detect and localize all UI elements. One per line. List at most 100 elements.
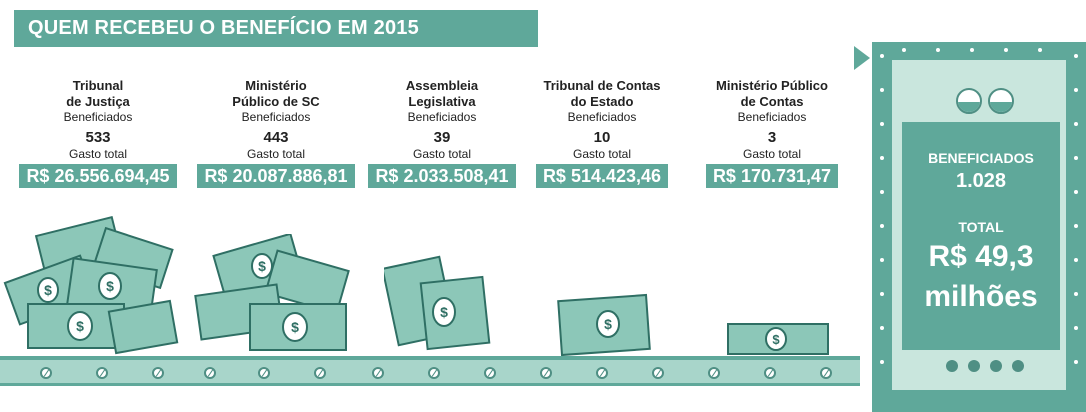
rivet [936,48,940,52]
screw-icon [40,367,52,379]
beneficiados-label: Beneficiados [737,110,807,124]
gasto-label: Gasto total [412,147,472,161]
rivet [880,54,884,58]
column-name: Ministério Público [716,78,828,93]
rivet [1038,48,1042,52]
gasto-value: R$ 26.556.694,45 [19,164,177,188]
totals-display: BENEFICIADOS 1.028 TOTAL R$ 49,3 milhões [902,122,1060,350]
rivet [1074,190,1078,194]
column-assembleia: Assembleia Legislativa Beneficiados 39 G… [362,78,522,188]
column-name: de Justiça [66,94,130,109]
totals-machine: BENEFICIADOS 1.028 TOTAL R$ 49,3 milhões [872,42,1086,412]
gasto-label: Gasto total [68,147,128,161]
dollar-glyph: $ [291,319,299,335]
gasto-label: Gasto total [572,147,632,161]
beneficiados-label: Beneficiados [407,110,477,124]
column-ministerio-publico: Ministério Público de SC Beneficiados 44… [192,78,360,188]
beneficiados-label: Beneficiados [241,110,311,124]
page-title: QUEM RECEBEU O BENEFÍCIO EM 2015 [14,10,538,47]
money-pile-small: $ [384,255,491,351]
column-name: de Contas [740,94,804,109]
rivet [880,292,884,296]
column-name: Ministério [245,78,307,93]
screw-icon [204,367,216,379]
rivet [1074,88,1078,92]
rivet [880,88,884,92]
money-pile-tiny: $ [557,293,651,357]
beneficiados-value: 533 [85,129,111,146]
dollar-glyph: $ [772,332,780,347]
rivet [880,258,884,262]
total-value: R$ 49,3 [928,240,1034,273]
gauge-icon [956,88,982,114]
gasto-value: R$ 170.731,47 [705,164,839,188]
rivet [1074,156,1078,160]
column-name: Assembleia [405,78,479,93]
total-beneficiados-value: 1.028 [955,170,1007,192]
column-name: Tribunal de Contas [543,78,661,93]
screw-icon [708,367,720,379]
gasto-value: R$ 2.033.508,41 [368,164,516,188]
dollar-glyph: $ [76,318,84,334]
beneficiados-label: Beneficiados [567,110,637,124]
rivet [1074,326,1078,330]
gasto-value: R$ 20.087.886,81 [197,164,355,188]
screw-icon [652,367,664,379]
column-name: Público de SC [232,94,320,109]
rivet [880,190,884,194]
dollar-glyph: $ [258,258,266,274]
screw-icon [314,367,326,379]
conveyor-belt [0,356,860,386]
rivet [1074,292,1078,296]
machine-inlet [854,46,870,70]
total-beneficiados-label: BENEFICIADOS [928,150,1034,166]
dollar-glyph: $ [440,304,448,320]
screw-icon [428,367,440,379]
gauge-icon [988,88,1014,114]
rivet [1074,54,1078,58]
beneficiados-value: 10 [593,129,611,146]
screw-icon [820,367,832,379]
indicator-dot [1012,360,1024,372]
gasto-label: Gasto total [246,147,306,161]
screw-icon [96,367,108,379]
screw-icon [372,367,384,379]
total-value-unit: milhões [924,280,1038,313]
indicator-dot [946,360,958,372]
column-tribunal-justica: Tribunal de Justiça Beneficiados 533 Gas… [14,78,182,188]
screw-icon [152,367,164,379]
screw-icon [540,367,552,379]
beneficiados-label: Beneficiados [63,110,133,124]
rivet [880,360,884,364]
screw-icon [258,367,270,379]
dollar-glyph: $ [44,282,52,298]
rivet [880,122,884,126]
rivet [1004,48,1008,52]
rivet [880,326,884,330]
beneficiados-value: 39 [433,129,451,146]
column-name: Legislativa [408,94,476,109]
rivet [1074,224,1078,228]
rivet [1074,258,1078,262]
total-label: TOTAL [958,219,1004,235]
indicator-dot [990,360,1002,372]
rivet [902,48,906,52]
money-pile-minimal: $ [727,323,829,355]
rivet [1074,360,1078,364]
money-pile-medium: $ $ [194,234,350,351]
rivet [880,156,884,160]
rivet [880,224,884,228]
column-tribunal-contas: Tribunal de Contas do Estado Beneficiado… [532,78,672,188]
column-name: do Estado [570,94,634,109]
money-pile-large: $ $ $ [3,216,179,355]
beneficiados-value: 3 [767,129,777,146]
screw-icon [484,367,496,379]
screw-icon [596,367,608,379]
rivet [970,48,974,52]
column-ministerio-contas: Ministério Público de Contas Beneficiado… [700,78,844,188]
rivet [1074,122,1078,126]
beneficiados-value: 443 [263,129,289,146]
gasto-label: Gasto total [742,147,802,161]
gasto-value: R$ 514.423,46 [535,164,669,188]
dollar-glyph: $ [604,316,612,332]
